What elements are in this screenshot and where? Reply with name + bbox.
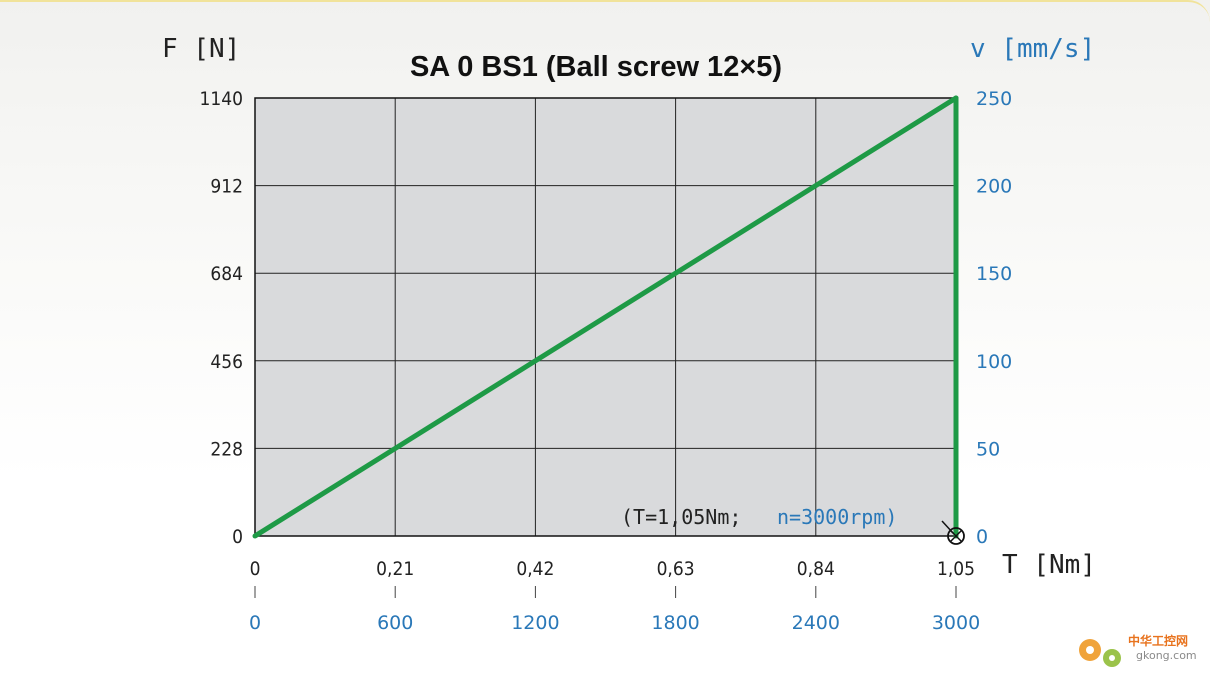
operating-point-cross — [949, 529, 963, 543]
y-left-tick-label: 684 — [210, 263, 243, 285]
x-tick-label: 0,63 — [657, 558, 695, 580]
y-right-tick-label: 200 — [976, 176, 1012, 198]
y-right-tick-label: 250 — [976, 88, 1012, 110]
y-right-tick-label: 100 — [976, 351, 1012, 373]
watermark-logo: 中华工控网 gkong.com — [1079, 633, 1197, 667]
x2-tick-label: 3000 — [932, 612, 980, 634]
watermark-line2: gkong.com — [1136, 649, 1197, 662]
annotation-leader — [941, 520, 954, 534]
x2-tick-label: 600 — [377, 612, 413, 634]
x2-tick-label: 1800 — [651, 612, 699, 634]
x-axis-label: T [Nm] — [1002, 550, 1096, 580]
gear-icon — [1079, 639, 1121, 667]
y-left-tick-label: 456 — [210, 351, 243, 373]
operating-point-marker — [947, 527, 965, 545]
y-right-tick-label: 50 — [976, 438, 1000, 460]
x2-tick-label: 1200 — [511, 612, 559, 634]
x2-tick-label: 0 — [249, 612, 261, 634]
y-left-tick-label: 912 — [210, 176, 243, 198]
y-left-tick-label: 1140 — [200, 88, 244, 110]
y-right-tick-label: 150 — [976, 263, 1012, 285]
y-left-axis-label: F [N] — [162, 34, 240, 64]
y-right-tick-label: 0 — [976, 526, 988, 548]
y-right-axis-label: v [mm/s] — [970, 34, 1095, 64]
x-tick-label: 0,84 — [797, 558, 835, 580]
x-tick-label: 0,42 — [516, 558, 554, 580]
annotation-torque: (T=1,05Nm; — [621, 505, 741, 529]
annotation-speed: n=3000rpm) — [777, 505, 897, 529]
y-left-tick-label: 0 — [232, 526, 243, 548]
x-tick-label: 1,05 — [937, 558, 975, 580]
x2-tick-label: 2400 — [792, 612, 840, 634]
x-tick-label: 0 — [250, 558, 261, 580]
y-left-tick-label: 228 — [210, 438, 243, 460]
watermark-line1: 中华工控网 — [1128, 633, 1188, 648]
series-line-1 — [252, 95, 959, 539]
chart-title: SA 0 BS1 (Ball screw 12×5) — [410, 51, 782, 83]
x-tick-label: 0,21 — [376, 558, 414, 580]
